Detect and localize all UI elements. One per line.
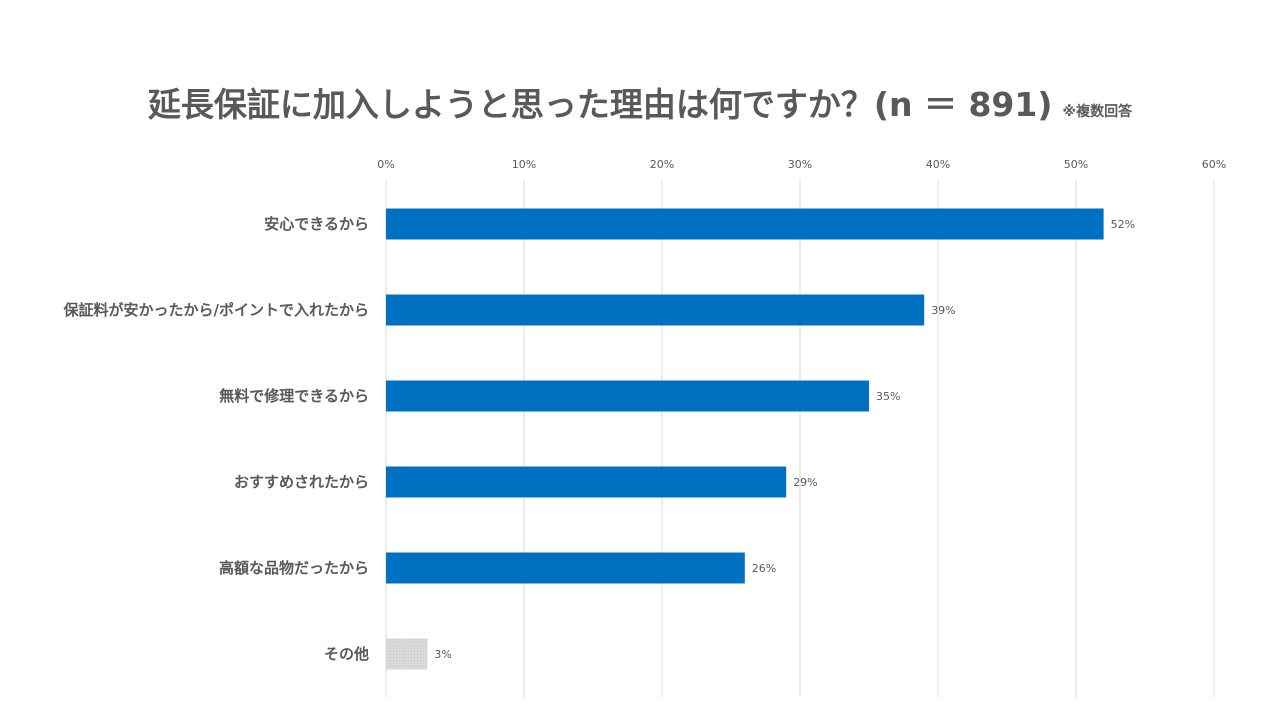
x-tick-label: 60% bbox=[1202, 158, 1226, 171]
x-axis-ticks: 0% 10% 20% 30% 40% 50% 60% bbox=[377, 158, 1226, 171]
chart-title-row: 延長保証に加入しようと思った理由は何ですか？(n ＝ 891) ※複数回答 bbox=[0, 78, 1280, 134]
bars bbox=[386, 208, 1104, 670]
data-label: 29% bbox=[793, 476, 817, 489]
chart-title: 延長保証に加入しようと思った理由は何ですか？(n ＝ 891) bbox=[147, 85, 1053, 124]
data-label: 39% bbox=[931, 304, 955, 317]
gridlines bbox=[385, 180, 1215, 697]
category-label: 無料で修理できるから bbox=[219, 387, 369, 405]
x-tick-label: 0% bbox=[377, 158, 394, 171]
category-label: その他 bbox=[324, 645, 369, 663]
x-tick-label: 40% bbox=[926, 158, 950, 171]
x-tick-label: 20% bbox=[650, 158, 674, 171]
data-label: 26% bbox=[752, 562, 776, 575]
bar bbox=[386, 552, 745, 584]
x-tick-label: 30% bbox=[788, 158, 812, 171]
bar bbox=[386, 380, 869, 412]
category-label: おすすめされたから bbox=[234, 473, 369, 491]
bar-other bbox=[386, 638, 428, 670]
data-label: 35% bbox=[876, 390, 900, 403]
category-label: 安心できるから bbox=[264, 215, 369, 233]
data-label: 3% bbox=[434, 648, 451, 661]
x-tick-label: 10% bbox=[512, 158, 536, 171]
chart-note: ※複数回答 bbox=[1062, 104, 1133, 120]
category-labels: 安心できるから保証料が安かったから/ポイントで入れたから無料で修理できるからおす… bbox=[63, 215, 369, 663]
bar bbox=[386, 466, 787, 498]
data-labels: 52% 39% 35% 29% 26% 3% bbox=[434, 218, 1135, 661]
category-label: 高額な品物だったから bbox=[219, 559, 369, 577]
data-label: 52% bbox=[1111, 218, 1135, 231]
bar bbox=[386, 294, 925, 326]
bar bbox=[386, 208, 1104, 240]
x-tick-label: 50% bbox=[1064, 158, 1088, 171]
category-label: 保証料が安かったから/ポイントで入れたから bbox=[63, 301, 369, 319]
